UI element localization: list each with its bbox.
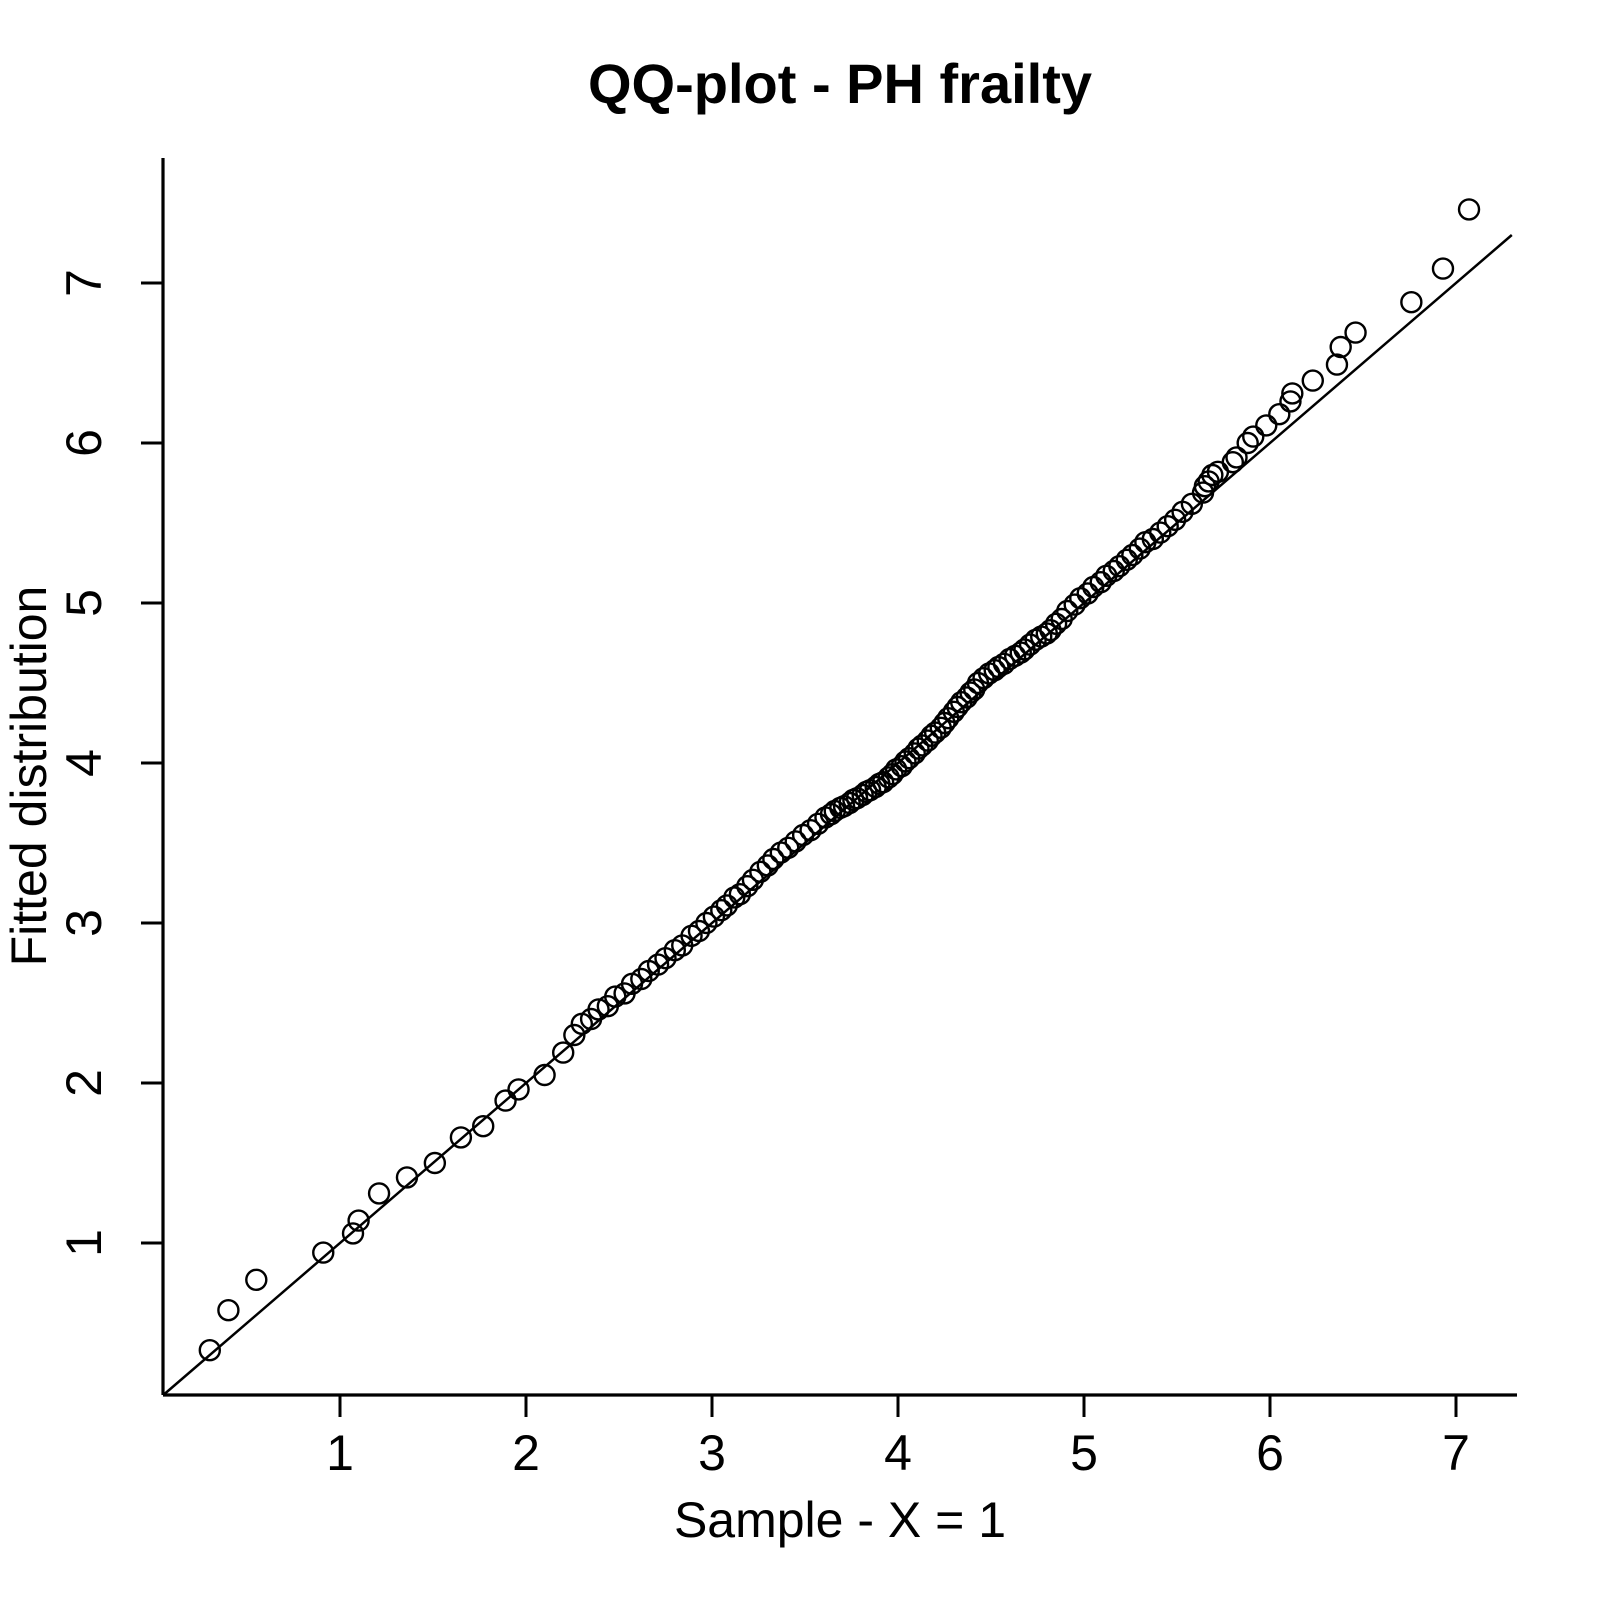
data-point	[217, 1298, 240, 1322]
data-point	[1089, 571, 1112, 594]
data-point	[756, 854, 779, 877]
data-point	[1018, 633, 1042, 656]
data-point	[1242, 425, 1265, 448]
data-point	[587, 998, 610, 1021]
data-point	[736, 875, 759, 898]
data-point	[1076, 582, 1099, 605]
data-point	[749, 860, 772, 883]
data-point	[1056, 599, 1079, 623]
data-point	[1457, 198, 1481, 221]
data-point	[367, 1182, 391, 1205]
data-point	[903, 742, 926, 765]
data-point	[1039, 619, 1062, 642]
data-point	[494, 1089, 517, 1112]
data-point	[1281, 382, 1304, 405]
data-point	[507, 1078, 530, 1101]
data-point	[1236, 431, 1259, 455]
data-point	[1121, 543, 1144, 567]
x-axis-ticks: 1 2 3 4 5 6 7	[326, 1395, 1470, 1481]
data-point	[1044, 612, 1068, 635]
data-point	[1193, 475, 1217, 498]
y-tick-label: 4	[56, 749, 112, 777]
data-point	[715, 894, 739, 917]
data-point	[992, 652, 1016, 675]
x-tick-label: 2	[512, 1425, 540, 1481]
data-point	[312, 1241, 335, 1264]
data-point	[245, 1268, 268, 1292]
data-point	[449, 1126, 473, 1149]
data-point	[1431, 257, 1455, 280]
data-point	[877, 766, 900, 789]
data-point	[695, 911, 718, 935]
data-point	[1325, 353, 1349, 376]
y-tick-label: 7	[56, 269, 112, 297]
data-point	[702, 905, 726, 928]
chart-title: QQ-plot - PH frailty	[588, 52, 1092, 115]
data-point	[1180, 492, 1204, 515]
y-axis-ticks: 1 2 3 4 5 6 7	[56, 269, 163, 1257]
data-point	[1221, 451, 1245, 474]
data-point	[1163, 508, 1187, 531]
data-point	[972, 667, 995, 690]
data-point	[472, 1114, 495, 1138]
data-point	[916, 729, 939, 752]
data-point	[1149, 521, 1172, 544]
data-point	[987, 655, 1010, 679]
data-point	[198, 1338, 222, 1362]
data-point	[552, 1041, 575, 1064]
data-point	[1156, 515, 1179, 538]
y-tick-label: 3	[56, 909, 112, 937]
data-point	[1225, 446, 1248, 469]
data-point	[395, 1166, 419, 1189]
data-point	[777, 836, 800, 859]
data-point	[1400, 291, 1423, 314]
data-point	[563, 1023, 586, 1047]
data-point	[799, 819, 822, 842]
x-tick-label: 7	[1442, 1425, 1470, 1481]
data-point	[1141, 527, 1165, 551]
data-point	[710, 899, 733, 922]
data-point	[533, 1063, 556, 1087]
data-point	[341, 1222, 365, 1245]
x-tick-label: 6	[1256, 1425, 1284, 1481]
data-point	[1344, 321, 1367, 344]
data-point	[728, 883, 752, 906]
data-point	[762, 847, 785, 871]
data-point	[1102, 559, 1125, 583]
data-point	[1201, 463, 1224, 487]
data-point	[604, 985, 627, 1008]
data-point	[955, 686, 979, 709]
x-tick-label: 3	[698, 1425, 726, 1481]
y-tick-label: 1	[56, 1229, 112, 1257]
data-point	[347, 1209, 370, 1232]
data-point	[1115, 548, 1138, 571]
x-tick-label: 4	[884, 1425, 912, 1481]
data-point	[784, 830, 807, 853]
data-point	[1301, 369, 1324, 392]
data-point	[1268, 403, 1291, 426]
data-point	[423, 1151, 447, 1175]
y-tick-label: 6	[56, 429, 112, 457]
data-point	[1108, 555, 1131, 578]
data-point	[646, 953, 670, 976]
data-point	[723, 886, 746, 909]
data-point	[1279, 390, 1302, 413]
x-axis-title: Sample - X = 1	[674, 1492, 1006, 1548]
y-tick-label: 2	[56, 1069, 112, 1097]
data-point	[1063, 593, 1086, 616]
scatter-points	[198, 198, 1481, 1362]
data-point	[741, 868, 765, 891]
data-point	[1255, 414, 1278, 437]
data-point	[630, 967, 653, 991]
data-point	[890, 755, 913, 778]
y-tick-label: 5	[56, 589, 112, 617]
x-tick-label: 5	[1070, 1425, 1098, 1481]
x-tick-label: 1	[326, 1425, 354, 1481]
y-axis-title: Fitted distribution	[1, 586, 57, 967]
data-point	[1329, 335, 1352, 359]
data-point	[687, 919, 711, 943]
